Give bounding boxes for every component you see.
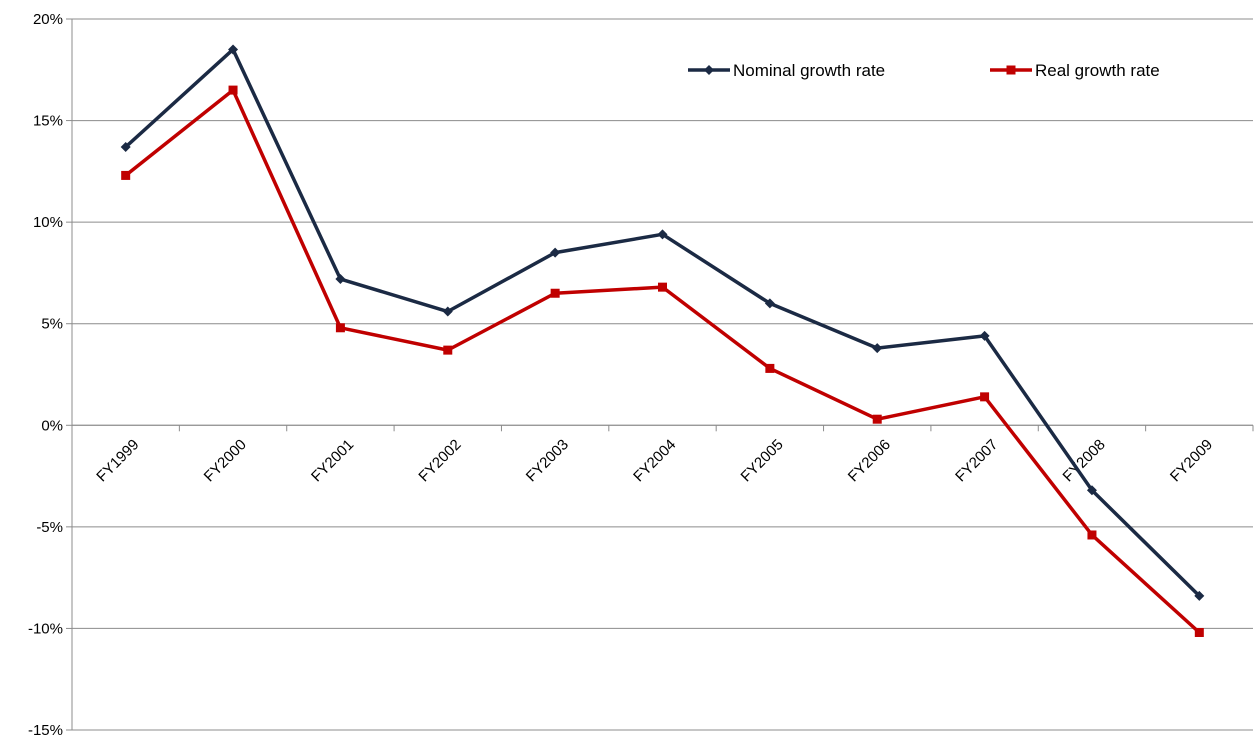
data-point: [228, 85, 238, 95]
data-point: [120, 141, 131, 152]
data-point: [657, 229, 668, 240]
y-tick-label: -15%: [28, 722, 63, 739]
data-point: [1194, 590, 1205, 601]
x-tick-label: FY2000: [201, 436, 250, 485]
y-tick-label: 15%: [33, 113, 63, 130]
series-line: [124, 88, 1201, 634]
x-tick-label: FY2001: [308, 436, 357, 485]
y-tick-label: -5%: [36, 519, 63, 536]
data-point: [1086, 485, 1097, 496]
x-tick-label: FY2007: [952, 436, 1001, 485]
data-point: [550, 288, 560, 298]
y-tick-label: 5%: [41, 316, 63, 333]
x-tick-label: FY2009: [1167, 436, 1216, 485]
data-point: [872, 343, 883, 354]
data-point: [765, 363, 775, 373]
x-tick-label: FY2002: [415, 436, 464, 485]
y-axis-tick-labels: 20% 15% 10% 5% 0% -5% -10% -15%: [28, 11, 63, 739]
x-tick-label: FY2006: [845, 436, 894, 485]
y-tick-label: -10%: [28, 620, 63, 637]
axes: [66, 18, 1254, 731]
y-tick-label: 10%: [33, 214, 63, 231]
data-point: [764, 298, 775, 309]
y-tick-label: 20%: [33, 11, 63, 28]
legend: Nominal growth rate Real growth rate: [688, 61, 1160, 80]
data-point: [980, 392, 990, 402]
legend-label: Real growth rate: [1035, 61, 1160, 80]
legend-marker: [704, 65, 714, 75]
data-point: [335, 274, 346, 285]
x-tick-label: FY1999: [93, 436, 142, 485]
legend-marker: [1006, 65, 1016, 75]
data-point: [121, 170, 131, 180]
data-point: [228, 44, 239, 55]
data-point: [1194, 627, 1204, 637]
x-tick-label: FY2003: [523, 436, 572, 485]
data-point: [658, 282, 667, 292]
data-point: [335, 323, 345, 333]
x-tick-label: FY2005: [738, 436, 787, 485]
data-point: [979, 330, 990, 341]
series-line: [124, 47, 1201, 598]
x-tick-label: FY2004: [630, 436, 679, 485]
data-point: [443, 345, 453, 355]
data-point: [1087, 530, 1097, 540]
data-point: [872, 414, 882, 424]
series-lines: [120, 44, 1205, 637]
y-tick-label: 0%: [41, 417, 63, 434]
data-point: [442, 306, 453, 317]
legend-label: Nominal growth rate: [733, 61, 885, 80]
data-point: [550, 247, 561, 258]
